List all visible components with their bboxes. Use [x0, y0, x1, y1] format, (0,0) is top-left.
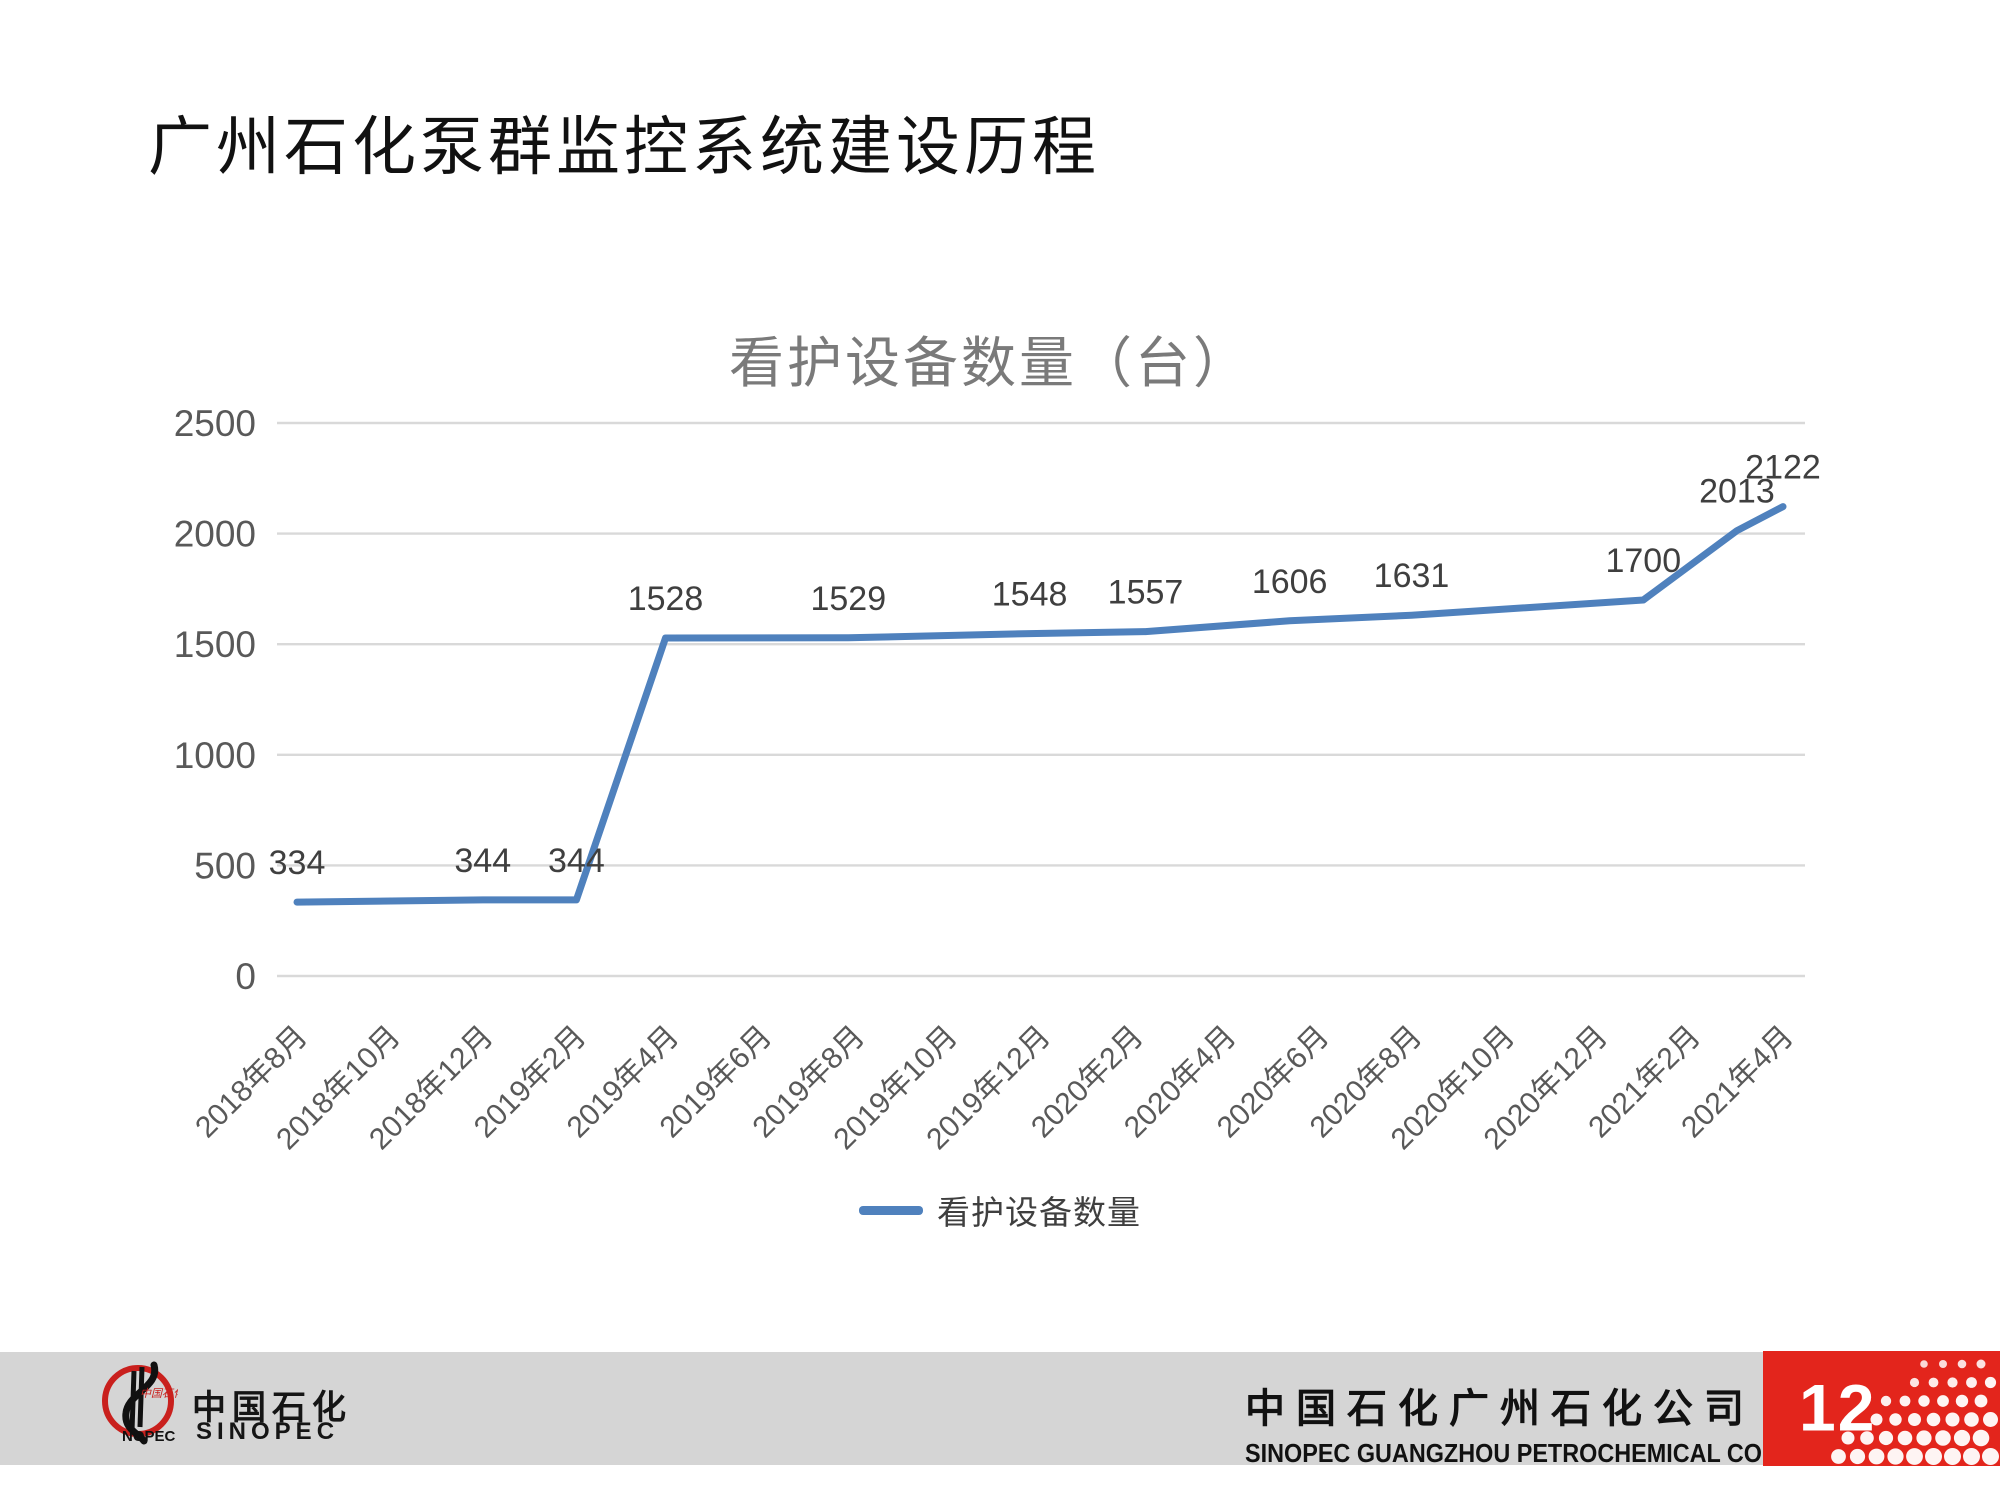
page-number-badge: 12	[1763, 1351, 2000, 1466]
halftone-dot	[1868, 1448, 1885, 1465]
y-tick-label: 1000	[174, 735, 256, 776]
halftone-dot	[1870, 1413, 1883, 1426]
data-label: 1700	[1605, 542, 1681, 580]
halftone-dot	[1928, 1377, 1939, 1388]
legend-label: 看护设备数量	[937, 1196, 1141, 1232]
logo-bar	[137, 1366, 145, 1428]
halftone-dot	[1878, 1430, 1894, 1446]
data-label: 1548	[992, 576, 1068, 614]
halftone-dot	[1957, 1359, 1967, 1369]
data-label: 334	[269, 844, 326, 882]
halftone-dot	[1920, 1360, 1928, 1368]
halftone-dot	[1953, 1429, 1971, 1447]
halftone-dot	[1909, 1377, 1920, 1388]
halftone-dot	[1964, 1412, 1979, 1427]
series-line	[293, 503, 1787, 906]
sinopec-logo-icon: 中国石化 NOPEC	[102, 1361, 178, 1445]
data-label: 344	[548, 842, 605, 880]
chart-legend: 看护设备数量	[0, 1186, 2000, 1234]
halftone-dot	[1937, 1395, 1949, 1407]
halftone-dot	[1955, 1394, 1969, 1408]
data-label: 344	[454, 842, 511, 880]
y-tick-label: 0	[235, 956, 256, 997]
halftone-dot	[1889, 1413, 1902, 1426]
data-label: 1529	[810, 580, 886, 618]
halftone-dot	[1880, 1395, 1892, 1407]
halftone-dot	[1972, 1429, 1990, 1447]
logo-wordmark: NOPEC	[122, 1428, 176, 1445]
halftone-dot	[1906, 1448, 1923, 1465]
data-label: 2122	[1745, 449, 1821, 487]
halftone-dots-decoration	[1831, 1359, 1999, 1465]
y-tick-label: 2000	[174, 514, 256, 555]
logo-script: 中国石化	[140, 1387, 178, 1400]
halftone-dot	[1860, 1431, 1874, 1445]
halftone-dot	[1916, 1430, 1932, 1446]
halftone-dot	[1849, 1448, 1866, 1465]
halftone-dot	[1887, 1448, 1904, 1465]
slide-title: 广州石化泵群监控系统建设历程	[148, 112, 1100, 183]
company-name-english: SINOPEC GUANGZHOU PETROCHEMICAL COMPANY	[1245, 1438, 1845, 1468]
halftone-dot	[1926, 1412, 1941, 1427]
data-label: 1557	[1108, 574, 1184, 612]
data-label: 1606	[1252, 563, 1328, 601]
halftone-dot	[1984, 1376, 1997, 1389]
data-label: 1528	[628, 580, 704, 618]
halftone-dot	[1841, 1431, 1855, 1445]
halftone-dot	[1925, 1448, 1942, 1465]
halftone-dot	[1899, 1395, 1911, 1407]
halftone-dot	[1944, 1448, 1961, 1465]
page-number: 12	[1799, 1369, 1877, 1444]
y-tick-label: 500	[194, 845, 256, 886]
halftone-dot	[1935, 1430, 1951, 1446]
halftone-dot	[1908, 1413, 1921, 1426]
halftone-dot	[1831, 1449, 1846, 1464]
logo-s-stroke	[122, 1361, 159, 1445]
halftone-dot	[1982, 1448, 1999, 1465]
company-name-block: 中国石化广州石化公司 SINOPEC GUANGZHOU PETROCHEMIC…	[1245, 1376, 1845, 1469]
brand-name-english: SINOPEC	[196, 1418, 340, 1445]
halftone-dot	[1966, 1377, 1977, 1388]
company-name-chinese: 中国石化广州石化公司	[1245, 1387, 1755, 1431]
logo-bar	[129, 1370, 137, 1432]
chart-title: 看护设备数量（台）	[728, 333, 1251, 394]
y-tick-label: 2500	[174, 403, 256, 444]
halftone-dot	[1976, 1359, 1986, 1369]
halftone-dot	[1983, 1412, 1998, 1427]
footer-band: 中国石化 NOPEC 中国石化 SINOPEC 中国石化广州石化公司 SINOP…	[0, 1352, 1845, 1468]
brand-name-chinese: 中国石化	[192, 1389, 352, 1427]
data-label: 1631	[1374, 557, 1450, 595]
halftone-dot	[1897, 1430, 1913, 1446]
legend-line-swatch	[859, 1205, 923, 1215]
halftone-dot	[1939, 1360, 1947, 1368]
halftone-dot	[1963, 1448, 1980, 1465]
y-tick-label: 1500	[174, 624, 256, 665]
halftone-dot	[1974, 1394, 1988, 1408]
halftone-dot	[1945, 1412, 1960, 1427]
data-label: 2013	[1699, 473, 1775, 511]
halftone-dot	[1947, 1377, 1958, 1388]
halftone-dot	[1918, 1395, 1930, 1407]
